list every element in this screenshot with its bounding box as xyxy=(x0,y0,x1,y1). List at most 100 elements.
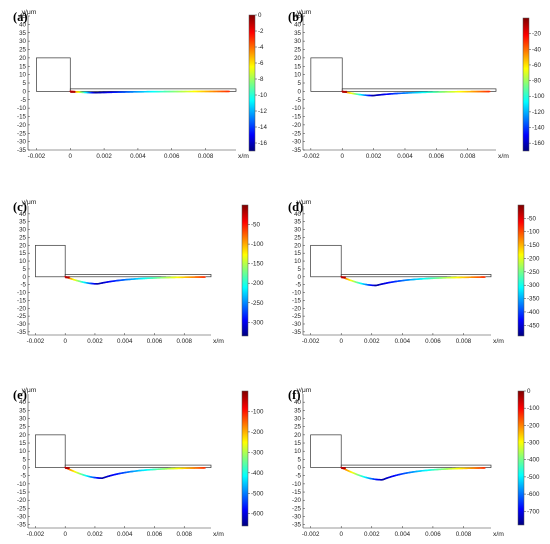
y-tick-label: 10 xyxy=(19,258,26,265)
chart-panel-5: (e)y/μm4035302520151050-5-10-15-20-25-30… xyxy=(13,387,264,538)
x-tick-label: 0 xyxy=(63,531,67,538)
y-tick-label: -10 xyxy=(17,105,27,112)
y-tick-label: 35 xyxy=(294,407,301,414)
x-tick-label: -0.002 xyxy=(302,153,320,160)
y-tick-label: -5 xyxy=(295,473,301,480)
channel-outline xyxy=(341,274,491,276)
y-tick-label: -20 xyxy=(292,122,302,129)
y-tick-label: 30 xyxy=(19,416,26,423)
x-tick-label: 0.008 xyxy=(176,338,192,345)
y-tick-label: 25 xyxy=(19,424,26,431)
x-tick-label: 0.008 xyxy=(198,153,214,160)
y-tick-label: 40 xyxy=(294,21,301,28)
y-tick-label: -35 xyxy=(17,147,27,154)
x-tick-label: 0.006 xyxy=(164,153,180,160)
y-tick-label: 40 xyxy=(294,399,301,406)
y-tick-label: 5 xyxy=(23,266,27,273)
y-tick-label: 5 xyxy=(23,80,27,87)
colorbar-tick-label: -160 xyxy=(532,140,545,147)
channel-outline xyxy=(341,465,491,467)
x-tick-label: 0 xyxy=(63,338,67,345)
colorbar xyxy=(242,205,248,336)
colorbar-tick-label: -200 xyxy=(527,422,540,429)
y-axis-title: y/μm xyxy=(297,199,312,206)
y-tick-label: -20 xyxy=(17,122,27,129)
channel-outline xyxy=(65,465,211,467)
y-tick-label: 45 xyxy=(294,13,301,20)
colorbar-tick-label: -500 xyxy=(527,474,540,481)
x-tick-label: 0.008 xyxy=(176,531,192,538)
y-tick-label: -10 xyxy=(17,481,27,488)
y-tick-label: -25 xyxy=(17,505,27,512)
colorbar-tick-label: -300 xyxy=(527,440,540,447)
y-axis-title: y/μm xyxy=(22,387,37,394)
y-tick-label: 20 xyxy=(294,432,301,439)
colorbar-tick-label: -600 xyxy=(527,491,540,498)
y-tick-label: -30 xyxy=(17,139,27,146)
y-tick-label: 10 xyxy=(294,258,301,265)
y-tick-label: 45 xyxy=(19,13,26,20)
y-tick-label: -10 xyxy=(292,290,302,297)
colorbar-tick-label: -14 xyxy=(258,124,268,131)
colorbar-tick-label: -350 xyxy=(527,296,540,303)
x-tick-label: 0.002 xyxy=(87,338,103,345)
x-tick-label: 0.002 xyxy=(364,531,380,538)
y-tick-label: 30 xyxy=(294,38,301,45)
nozzle-outline xyxy=(35,245,65,276)
x-tick-label: 0.002 xyxy=(364,338,380,345)
y-tick-label: 25 xyxy=(294,47,301,54)
y-tick-label: 20 xyxy=(19,55,26,62)
x-tick-label: 0.006 xyxy=(425,338,441,345)
x-axis-title: x/m xyxy=(213,531,224,538)
y-tick-label: 20 xyxy=(19,242,26,249)
y-tick-label: -25 xyxy=(292,313,302,320)
x-tick-label: 0.008 xyxy=(456,338,472,345)
y-tick-label: -5 xyxy=(20,97,26,104)
y-tick-label: -20 xyxy=(17,305,27,312)
jet-curve xyxy=(341,468,485,480)
jet-exit-mark xyxy=(341,276,346,278)
x-tick-label: 0.006 xyxy=(147,338,163,345)
y-tick-label: 5 xyxy=(298,80,302,87)
colorbar-tick-label: -80 xyxy=(532,78,542,85)
y-tick-label: 5 xyxy=(23,456,27,463)
x-tick-label: 0.006 xyxy=(429,153,445,160)
colorbar-tick-label: -50 xyxy=(527,215,537,222)
y-tick-label: 20 xyxy=(294,55,301,62)
y-tick-label: -20 xyxy=(292,497,302,504)
x-tick-label: -0.002 xyxy=(28,153,46,160)
y-tick-label: -5 xyxy=(295,282,301,289)
y-tick-label: 0 xyxy=(298,465,302,472)
y-tick-label: 30 xyxy=(294,227,301,234)
colorbar-tick-label: -200 xyxy=(251,280,264,287)
y-tick-label: 35 xyxy=(294,30,301,37)
colorbar xyxy=(518,391,524,525)
x-axis-title: x/m xyxy=(498,153,509,160)
x-axis-title: x/m xyxy=(493,531,504,538)
jet-exit-mark xyxy=(70,91,75,93)
y-tick-label: 35 xyxy=(19,30,26,37)
y-tick-label: 40 xyxy=(294,211,301,218)
colorbar-tick-label: -400 xyxy=(527,457,540,464)
y-tick-label: -5 xyxy=(20,473,26,480)
y-tick-label: 15 xyxy=(19,63,26,70)
colorbar-tick-label: -120 xyxy=(532,109,545,116)
y-tick-label: -35 xyxy=(292,522,302,529)
y-tick-label: -35 xyxy=(292,329,302,336)
colorbar-tick-label: -250 xyxy=(251,300,264,307)
y-tick-label: 15 xyxy=(294,250,301,257)
y-tick-label: -30 xyxy=(17,514,27,521)
y-tick-label: 0 xyxy=(298,88,302,95)
y-axis-title: y/μm xyxy=(297,387,312,394)
colorbar-tick-label: -100 xyxy=(532,93,545,100)
y-tick-label: -30 xyxy=(292,139,302,146)
y-tick-label: -30 xyxy=(292,321,302,328)
x-tick-label: 0.004 xyxy=(395,338,411,345)
x-tick-label: 0.004 xyxy=(117,338,133,345)
y-tick-label: 15 xyxy=(294,440,301,447)
colorbar-tick-label: -300 xyxy=(251,449,264,456)
y-tick-label: 35 xyxy=(294,219,301,226)
y-tick-label: 15 xyxy=(19,440,26,447)
jet-exit-mark xyxy=(65,276,69,278)
jet-exit-mark xyxy=(342,91,347,93)
